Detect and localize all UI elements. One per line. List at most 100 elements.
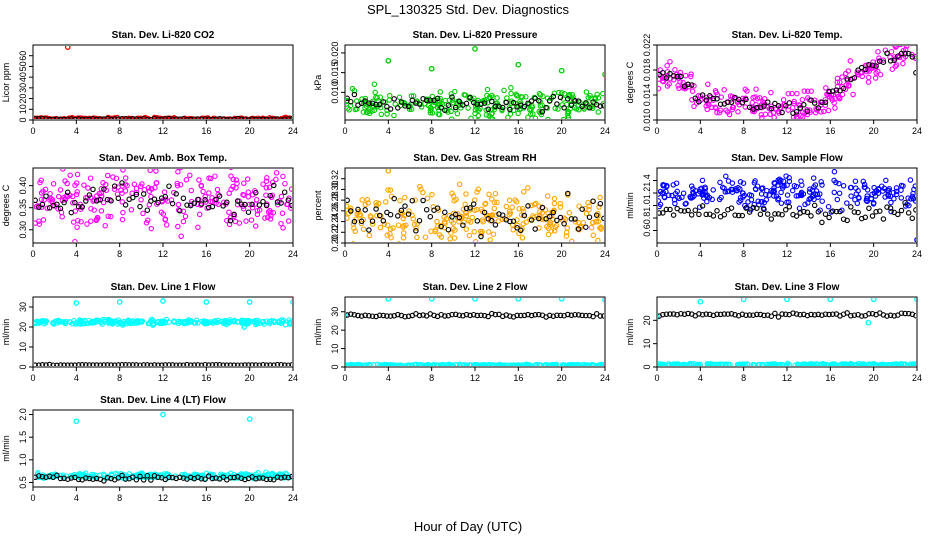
data-point [825,91,831,98]
data-point [391,195,397,202]
data-point [525,114,531,119]
x-tick-label: 20 [245,493,255,503]
data-point [822,96,829,103]
data-point [238,362,245,366]
data-point [268,212,274,219]
data-point [452,211,459,218]
data-point [182,213,189,220]
data-point [721,311,728,317]
data-point [714,208,720,214]
data-point [708,361,714,366]
x-tick-label: 12 [470,126,480,136]
data-point [449,214,455,220]
data-point [877,58,883,64]
data-point [780,97,787,103]
data-point [667,311,673,317]
data-point [243,117,249,119]
data-point [122,175,129,181]
data-point [834,79,841,85]
data-point [155,474,161,481]
data-point [674,188,680,195]
data-point [222,320,229,326]
data-point [778,189,784,196]
data-point [118,187,124,193]
data-point [228,173,234,179]
data-point [452,107,459,113]
data-point [98,186,105,192]
data-point [398,362,405,366]
data-point [716,109,723,116]
x-axis-label: Hour of Day (UTC) [414,519,522,534]
outlier-point [385,169,392,174]
data-point [845,83,852,89]
data-point [847,361,854,366]
data-point [410,216,417,222]
data-point [829,311,836,317]
data-point [750,361,756,366]
data-point [262,215,268,221]
y-tick-label: 0.22 [330,224,340,242]
data-point [213,116,219,119]
data-point [47,197,53,203]
data-point [804,88,811,94]
data-point [408,106,415,112]
data-point [39,362,46,366]
data-point [599,361,604,366]
data-point [231,211,237,218]
data-point [391,362,398,366]
data-point [200,115,206,119]
data-point [355,312,361,319]
x-tick-label: 16 [201,126,211,136]
x-tick-label: 8 [741,249,746,259]
data-point [94,193,100,199]
data-point [719,362,726,366]
data-point [68,362,75,366]
data-point [572,219,579,225]
data-point [346,95,350,102]
data-point [474,101,481,107]
data-point [499,212,506,218]
x-tick-label: 24 [288,373,298,383]
data-point [423,97,430,104]
data-point [104,475,111,481]
data-point [43,362,49,366]
x-tick-label: 16 [201,373,211,383]
data-point [256,475,263,481]
data-point [276,319,282,325]
data-point [811,202,818,209]
data-point [43,474,49,480]
data-point [245,189,252,195]
data-point [595,237,601,242]
data-point [898,187,904,193]
data-point [692,362,699,366]
data-point [57,475,64,482]
data-point [865,74,872,81]
data-point [885,187,892,193]
data-point [525,185,531,191]
data-point [402,194,408,201]
data-point [75,116,82,119]
data-point [86,192,93,198]
data-point [93,475,100,482]
data-point [55,206,61,212]
x-tick-label: 4 [386,373,391,383]
data-point [563,233,570,239]
data-point [580,219,587,226]
data-point [554,312,560,319]
data-point [202,361,208,366]
data-point [810,361,816,366]
data-point [568,102,575,109]
data-point [402,203,408,209]
data-point [412,197,419,203]
data-point [429,191,435,198]
data-point [111,116,118,119]
data-point [913,312,916,319]
data-point [108,198,114,204]
data-point [61,475,67,482]
data-point [809,193,816,200]
data-point [144,472,151,479]
data-point [254,208,261,214]
data-point [800,361,807,366]
data-point [242,362,248,366]
data-point [753,101,759,108]
